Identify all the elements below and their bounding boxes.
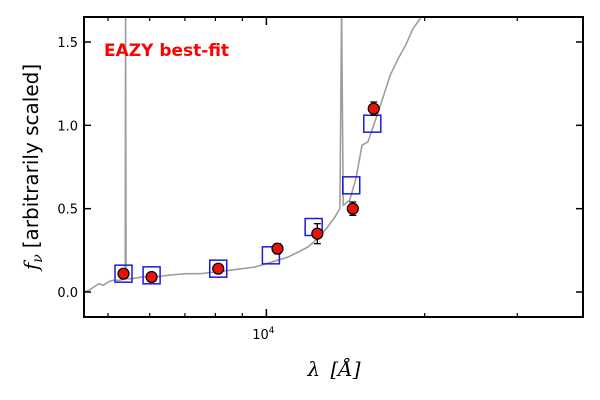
observed-marker xyxy=(271,242,284,255)
observed-marker xyxy=(311,227,324,240)
observed-photometry xyxy=(117,101,380,284)
observed-point xyxy=(212,262,225,275)
observed-marker xyxy=(367,102,380,115)
model-square xyxy=(261,246,281,265)
observed-marker xyxy=(145,270,158,284)
observed-point xyxy=(311,223,324,245)
annotation-label: EAZY best-fit xyxy=(104,41,229,61)
sed-layer xyxy=(84,17,422,293)
sed-curve xyxy=(84,17,422,293)
model-square xyxy=(341,176,361,195)
axes: 0.0 0.5 1.0 1.5 104 xyxy=(57,17,584,343)
observed-marker xyxy=(117,267,130,280)
observed-point xyxy=(367,101,380,116)
model-square xyxy=(114,264,133,283)
model-square xyxy=(142,266,161,285)
y-tick-label: 1.5 xyxy=(57,36,78,51)
y-tick-label: 0.0 xyxy=(57,286,78,301)
x-axis-title: λ [Å] xyxy=(306,356,360,381)
y-tick-label: 1.0 xyxy=(57,119,78,134)
observed-point xyxy=(117,267,130,280)
observed-point xyxy=(145,270,158,284)
y-tick-label: 0.5 xyxy=(57,203,78,218)
observed-point xyxy=(271,242,284,255)
x-tick-label: 104 xyxy=(252,326,275,343)
observed-point xyxy=(346,201,359,216)
observed-marker xyxy=(346,202,359,215)
y-axis-title: fν[arbitrarily scaled] xyxy=(19,64,46,272)
model-square xyxy=(208,259,228,278)
observed-marker xyxy=(212,262,225,275)
plot-frame xyxy=(83,16,584,318)
